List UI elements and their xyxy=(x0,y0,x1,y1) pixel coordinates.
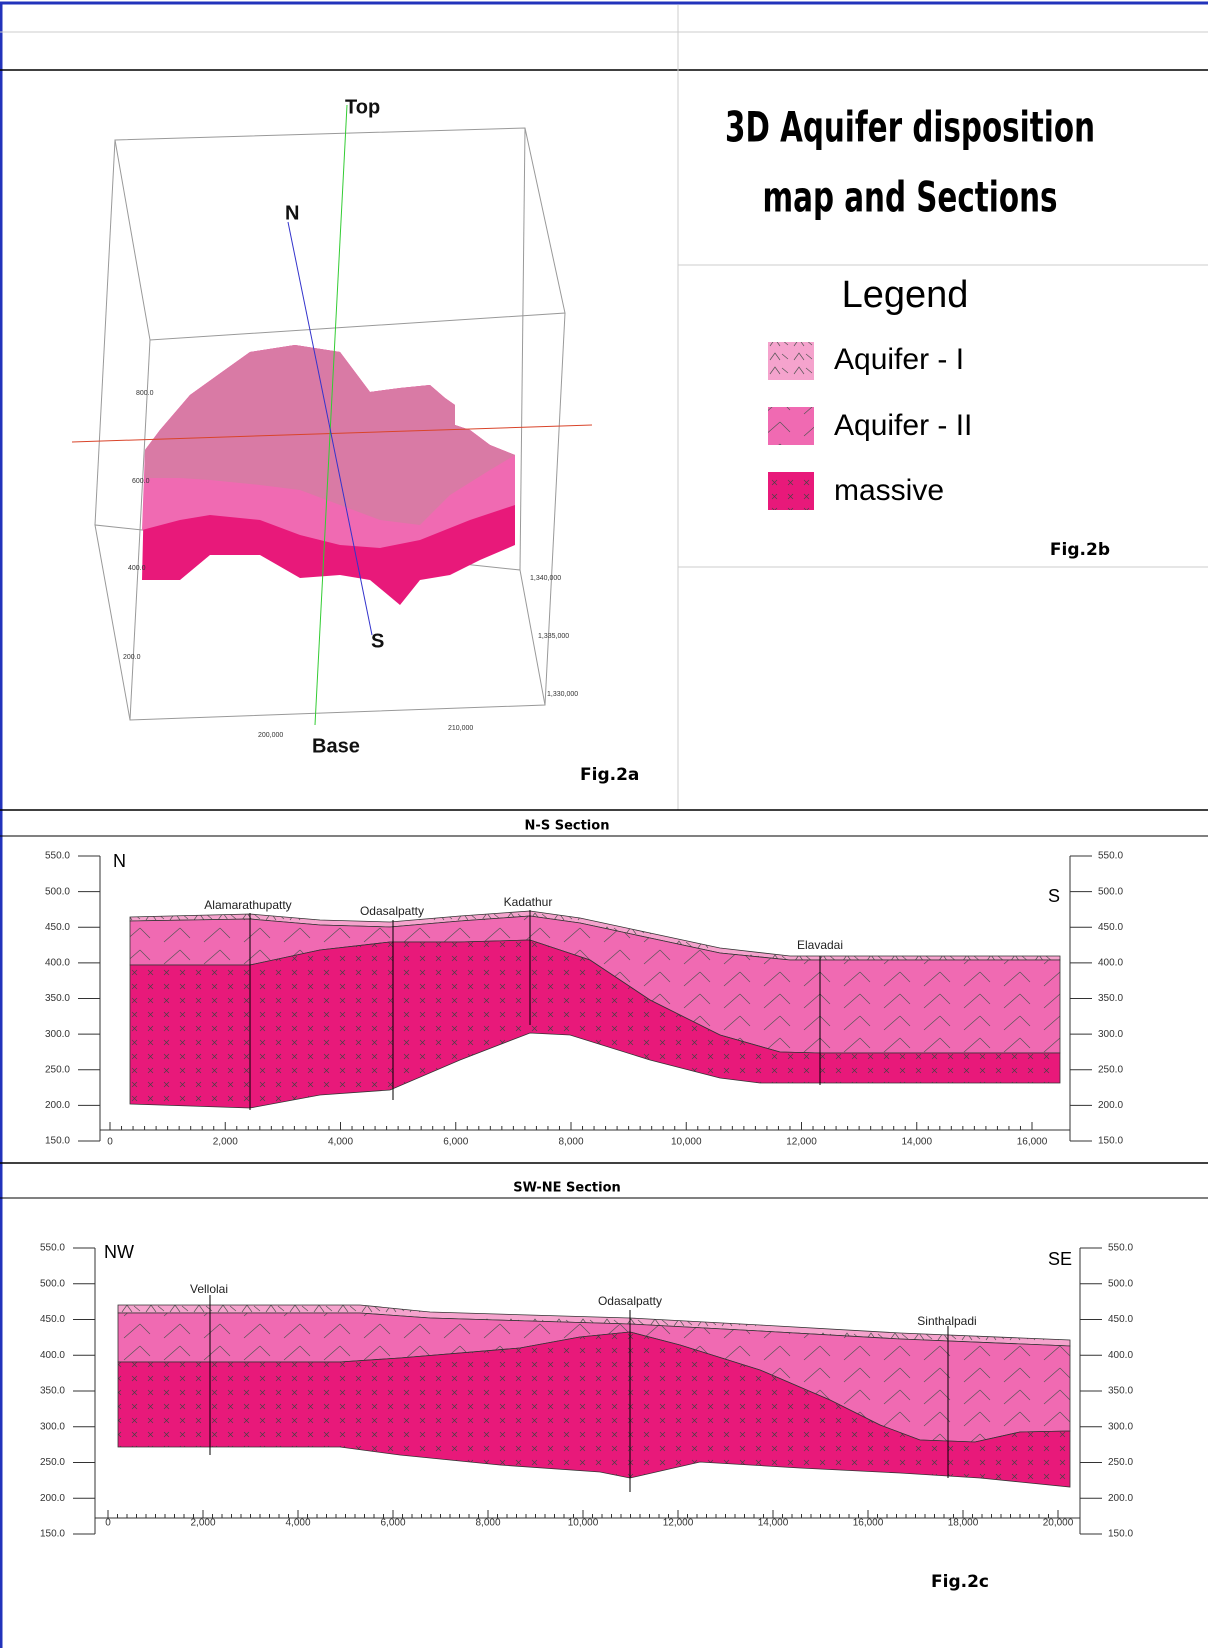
y-tick-label: 150.0 xyxy=(1108,1529,1133,1540)
x-tick-label: 2,000 xyxy=(213,1137,238,1148)
x-tick-label: 12,000 xyxy=(663,1518,694,1529)
label-base: Base xyxy=(312,735,360,757)
direction-label: S xyxy=(1048,886,1060,906)
y-tick-label: 250.0 xyxy=(45,1064,70,1075)
x-tick-label: 16,000 xyxy=(853,1518,884,1529)
vertical-axis-label: 800.0 xyxy=(136,390,154,397)
caption-2c: Fig.2c xyxy=(931,1572,989,1592)
y-tick-label: 300.0 xyxy=(45,1029,70,1040)
well-label: Odasalpatty xyxy=(360,904,424,918)
y-tick-label: 550.0 xyxy=(1098,851,1123,862)
x-tick-label: 8,000 xyxy=(558,1137,583,1148)
well-label: Odasalpatty xyxy=(598,1294,662,1308)
y-tick-label: 200.0 xyxy=(40,1493,65,1504)
y-tick-label: 150.0 xyxy=(40,1529,65,1540)
x-tick-label: 4,000 xyxy=(285,1518,310,1529)
title-line: map and Sections xyxy=(763,173,1058,222)
x-tick-label: 12,000 xyxy=(786,1137,817,1148)
well-label: Kadathur xyxy=(504,895,553,909)
y-tick-label: 450.0 xyxy=(1108,1314,1133,1325)
well-label: Elavadai xyxy=(797,938,843,952)
direction-label: N xyxy=(113,851,126,871)
well-label: Vellolai xyxy=(190,1282,228,1296)
x-tick-label: 4,000 xyxy=(328,1137,353,1148)
x-tick-label: 18,000 xyxy=(948,1518,979,1529)
y-tick-label: 400.0 xyxy=(1098,958,1123,969)
direction-label: SE xyxy=(1048,1249,1072,1269)
vertical-axis-label: 600.0 xyxy=(132,478,150,485)
x-tick-label: 8,000 xyxy=(475,1518,500,1529)
y-tick-label: 500.0 xyxy=(45,886,70,897)
y-tick-label: 500.0 xyxy=(1108,1278,1133,1289)
title-line: 3D Aquifer disposition xyxy=(725,103,1095,152)
section-title: SW-NE Section xyxy=(513,1181,621,1196)
y-tick-label: 450.0 xyxy=(45,922,70,933)
x-tick-label: 0 xyxy=(107,1137,113,1148)
y-tick-label: 300.0 xyxy=(1108,1421,1133,1432)
y-tick-label: 550.0 xyxy=(40,1243,65,1254)
figure: Top N S Base 800.0 600.0 400.0 200.0 1,3… xyxy=(0,0,1208,1648)
x-tick-label: 2,000 xyxy=(190,1518,215,1529)
x-tick-label: 10,000 xyxy=(671,1137,702,1148)
northing-label: 1,330,000 xyxy=(547,691,578,698)
y-tick-label: 150.0 xyxy=(45,1136,70,1147)
direction-label: NW xyxy=(104,1242,134,1262)
caption-2b: Fig.2b xyxy=(1050,540,1110,560)
vertical-axis-label: 400.0 xyxy=(128,565,146,572)
legend-item: Aquifer - I xyxy=(834,343,964,376)
x-tick-label: 14,000 xyxy=(901,1137,932,1148)
caption-2a: Fig.2a xyxy=(580,765,639,785)
x-tick-label: 14,000 xyxy=(758,1518,789,1529)
label-north: N xyxy=(285,202,299,224)
y-tick-label: 300.0 xyxy=(40,1421,65,1432)
aquifer-body xyxy=(142,345,515,605)
legend-item: Aquifer - II xyxy=(834,409,972,442)
x-tick-label: 10,000 xyxy=(568,1518,599,1529)
x-tick-label: 20,000 xyxy=(1043,1518,1074,1529)
easting-label: 210,000 xyxy=(448,725,473,732)
y-tick-label: 250.0 xyxy=(1108,1457,1133,1468)
y-tick-label: 350.0 xyxy=(1108,1386,1133,1397)
northing-label: 1,340,000 xyxy=(530,575,561,582)
y-tick-label: 400.0 xyxy=(40,1350,65,1361)
label-south: S xyxy=(371,630,384,652)
y-tick-label: 550.0 xyxy=(45,851,70,862)
y-tick-label: 500.0 xyxy=(40,1278,65,1289)
legend-title: Legend xyxy=(842,274,969,316)
label-top: Top xyxy=(345,96,380,118)
y-tick-label: 400.0 xyxy=(45,958,70,969)
well-label: Sinthalpadi xyxy=(917,1314,976,1328)
y-tick-label: 150.0 xyxy=(1098,1136,1123,1147)
y-tick-label: 200.0 xyxy=(1098,1100,1123,1111)
y-tick-label: 250.0 xyxy=(40,1457,65,1468)
y-tick-label: 350.0 xyxy=(40,1386,65,1397)
y-tick-label: 550.0 xyxy=(1108,1243,1133,1254)
well-label: Alamarathupatty xyxy=(204,898,291,912)
y-tick-label: 400.0 xyxy=(1108,1350,1133,1361)
section-title: N-S Section xyxy=(525,819,610,834)
northing-label: 1,335,000 xyxy=(538,633,569,640)
x-tick-label: 6,000 xyxy=(380,1518,405,1529)
y-tick-label: 200.0 xyxy=(45,1100,70,1111)
section-swne-layers xyxy=(118,1305,1070,1487)
x-tick-label: 6,000 xyxy=(443,1137,468,1148)
y-tick-label: 350.0 xyxy=(45,993,70,1004)
legend: Aquifer - I Aquifer - II massive xyxy=(768,342,972,510)
y-tick-label: 200.0 xyxy=(1108,1493,1133,1504)
easting-label: 200,000 xyxy=(258,732,283,739)
section-ns-layers xyxy=(130,911,1060,1108)
y-tick-label: 450.0 xyxy=(1098,922,1123,933)
y-tick-label: 450.0 xyxy=(40,1314,65,1325)
y-tick-label: 500.0 xyxy=(1098,886,1123,897)
vertical-axis-label: 200.0 xyxy=(123,654,141,661)
y-tick-label: 300.0 xyxy=(1098,1029,1123,1040)
x-tick-label: 0 xyxy=(105,1518,111,1529)
y-tick-label: 350.0 xyxy=(1098,993,1123,1004)
legend-item: massive xyxy=(834,474,944,507)
y-tick-label: 250.0 xyxy=(1098,1064,1123,1075)
x-tick-label: 16,000 xyxy=(1017,1137,1048,1148)
page: Top N S Base 800.0 600.0 400.0 200.0 1,3… xyxy=(0,0,1208,1648)
